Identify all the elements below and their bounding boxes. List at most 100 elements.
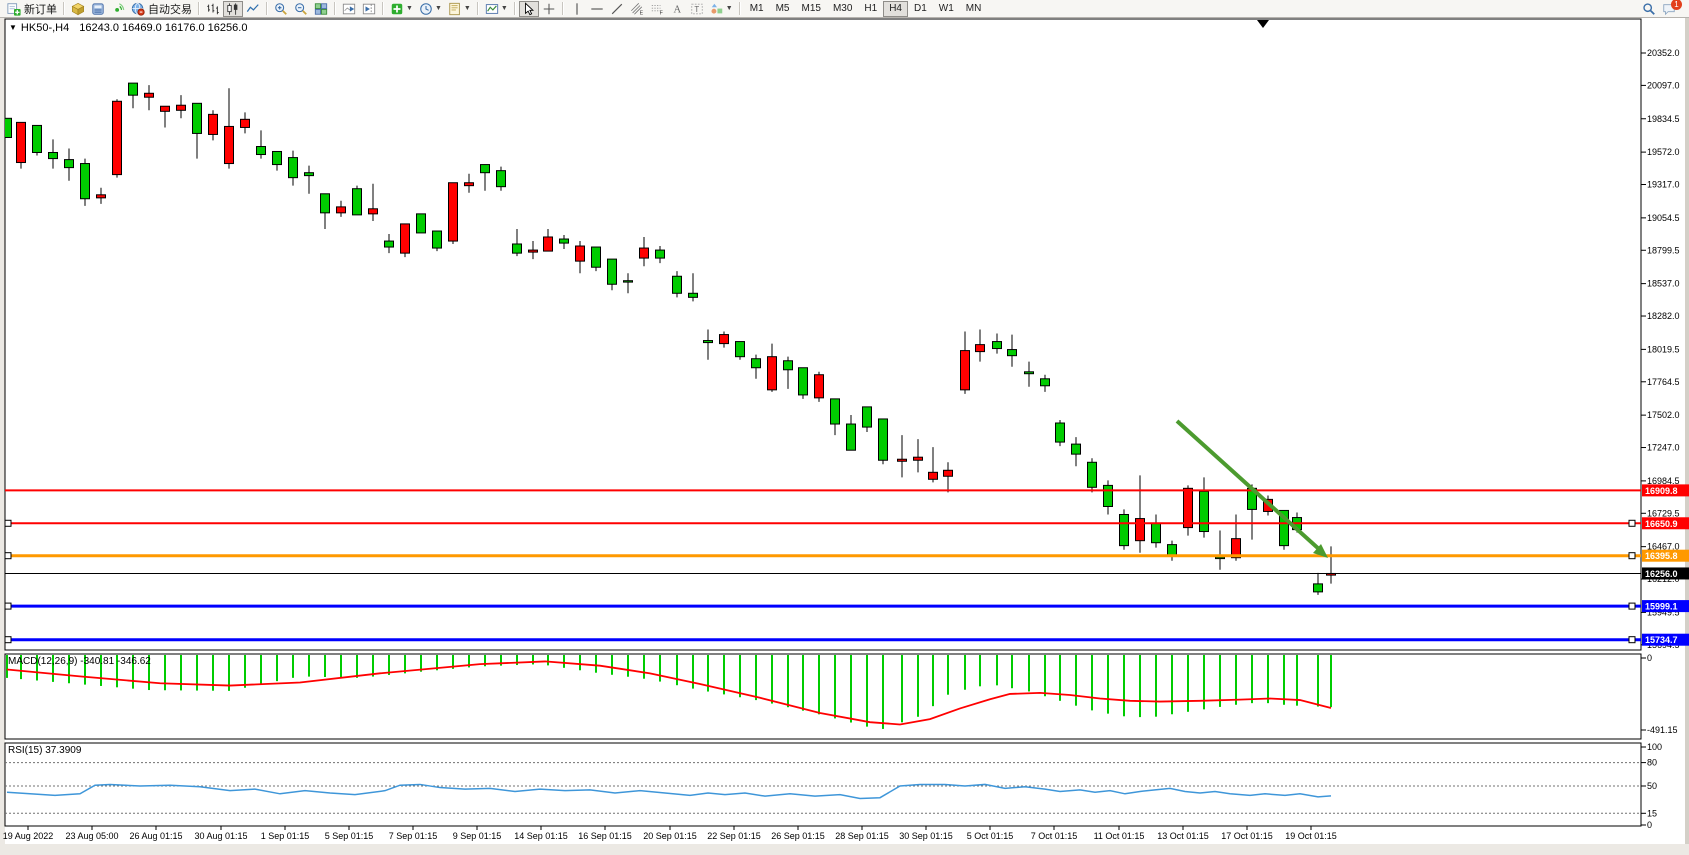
- zoom-out-icon: [295, 2, 307, 15]
- cursor-button[interactable]: [518, 0, 539, 17]
- svg-text:A: A: [673, 4, 681, 15]
- timeframe-button-M1[interactable]: M1: [744, 1, 770, 17]
- zoom-out-button[interactable]: [291, 1, 311, 17]
- new-order-button[interactable]: 新订单: [4, 1, 60, 17]
- candle-body: [32, 124, 42, 153]
- candle-body: [1183, 487, 1193, 529]
- equidistant-channel-button[interactable]: E: [627, 1, 647, 17]
- timeframe-button-W1[interactable]: W1: [933, 1, 960, 17]
- rsi-line: [6, 783, 1332, 800]
- candle-body: [480, 164, 490, 174]
- dropdown-caret-icon: ▼: [500, 5, 508, 12]
- timeframe-button-M30[interactable]: M30: [827, 1, 858, 17]
- candle-body: [1055, 422, 1065, 443]
- candle-body: [1167, 544, 1177, 557]
- chart-shift-button[interactable]: [359, 1, 379, 17]
- text-label-button[interactable]: T: [687, 1, 707, 17]
- candle-body: [464, 182, 474, 187]
- hline-handle[interactable]: [1628, 636, 1636, 644]
- timeframe-button-D1[interactable]: D1: [908, 1, 933, 17]
- time-tick-label: 14 Sep 01:15: [514, 831, 568, 841]
- auto-trading-button[interactable]: 自动交易: [128, 1, 195, 17]
- templates-button[interactable]: ▼: [445, 1, 474, 17]
- arrow-object-shaft[interactable]: [1175, 419, 1322, 552]
- candle-body: [751, 358, 761, 369]
- navigator-button[interactable]: [108, 1, 128, 17]
- rsi-axis-label: 50: [1647, 781, 1657, 791]
- window-left-edge: [0, 18, 5, 855]
- tile-windows-button[interactable]: [311, 1, 331, 17]
- candle-body: [783, 360, 793, 371]
- trendline-button[interactable]: [607, 1, 627, 17]
- hline-handle[interactable]: [4, 519, 12, 527]
- chat-button[interactable]: 1: [1659, 0, 1682, 17]
- candle-body: [1231, 538, 1241, 559]
- timeframe-button-M15[interactable]: M15: [796, 1, 827, 17]
- text-button[interactable]: A: [667, 1, 687, 17]
- shapes-button[interactable]: ▼: [707, 1, 736, 17]
- timeframe-button-H4[interactable]: H4: [883, 0, 908, 17]
- timeframe-group: M1 M5 M15 M30 H1 H4 D1 W1 MN: [744, 0, 988, 17]
- hline-handle[interactable]: [1628, 602, 1636, 610]
- chart-collapse-triangle[interactable]: ▼: [9, 23, 17, 32]
- candle-body: [144, 92, 154, 98]
- candle-body: [943, 469, 953, 477]
- search-button[interactable]: [1639, 1, 1659, 17]
- arrow-object-head[interactable]: [1313, 544, 1328, 558]
- auto-scroll-button[interactable]: [339, 1, 359, 17]
- candle-body: [512, 243, 522, 254]
- vertical-line-button[interactable]: [567, 1, 587, 17]
- price-tick-label: 18019.5: [1647, 344, 1680, 354]
- candle-body: [1279, 509, 1289, 547]
- periods-button[interactable]: ▼: [416, 1, 445, 17]
- dropdown-caret-icon: ▼: [434, 5, 442, 12]
- candle-body: [719, 334, 729, 345]
- fibonacci-button[interactable]: F: [647, 1, 667, 17]
- bar-chart-button[interactable]: [203, 1, 223, 17]
- line-chart-button[interactable]: [243, 1, 263, 17]
- horizontal-line-icon: [591, 7, 603, 10]
- time-tick-label: 22 Sep 01:15: [707, 831, 761, 841]
- chart-ohlc: 16243.0 16469.0 16176.0 16256.0: [79, 22, 248, 34]
- price-tick-label: 17502.0: [1647, 410, 1680, 420]
- bar-chart-icon: [207, 3, 219, 14]
- hline-handle[interactable]: [1628, 519, 1636, 527]
- candle-body: [1215, 556, 1225, 560]
- candle-body: [830, 398, 840, 425]
- globe-icon: [131, 2, 145, 16]
- chart-shift-marker[interactable]: [1257, 20, 1269, 28]
- timeframe-button-M5[interactable]: M5: [770, 1, 796, 17]
- price-tick-label: 16984.5: [1647, 476, 1680, 486]
- horizontal-line-button[interactable]: [587, 1, 607, 17]
- candle-body: [798, 367, 808, 396]
- timeframe-button-H1[interactable]: H1: [858, 1, 883, 17]
- chart-mode-button[interactable]: ▼: [482, 1, 511, 17]
- indicators-button[interactable]: ▼: [387, 1, 416, 17]
- time-tick-label: 7 Oct 01:15: [1031, 831, 1078, 841]
- rsi-axis-label: 0: [1647, 820, 1652, 830]
- candle-body: [1119, 513, 1129, 547]
- text-label-icon: T: [691, 3, 703, 14]
- vertical-line-icon: [576, 2, 578, 15]
- market-watch-button[interactable]: [68, 1, 88, 17]
- hline-price-tag-text: 15734.7: [1645, 635, 1678, 645]
- price-tick-label: 16467.0: [1647, 542, 1680, 552]
- time-tick-label: 9 Sep 01:15: [453, 831, 502, 841]
- hline-price-tag: [1642, 567, 1689, 580]
- chart-symbol-period: HK50-,H4: [20, 22, 70, 34]
- hline-handle[interactable]: [1628, 552, 1636, 560]
- data-window-button[interactable]: [88, 1, 108, 17]
- time-tick-label: 11 Oct 01:15: [1094, 831, 1145, 841]
- hline-handle[interactable]: [4, 602, 12, 610]
- hline-handle[interactable]: [4, 552, 12, 560]
- hline-handle[interactable]: [4, 636, 12, 644]
- crosshair-button[interactable]: [539, 1, 559, 17]
- fibonacci-icon: F: [651, 4, 663, 16]
- candle-chart-button[interactable]: [223, 0, 243, 17]
- zoom-in-button[interactable]: [271, 1, 291, 17]
- candle-body: [975, 344, 985, 353]
- candle-body: [735, 341, 745, 358]
- timeframe-button-MN[interactable]: MN: [960, 1, 988, 17]
- svg-text:F: F: [659, 10, 662, 15]
